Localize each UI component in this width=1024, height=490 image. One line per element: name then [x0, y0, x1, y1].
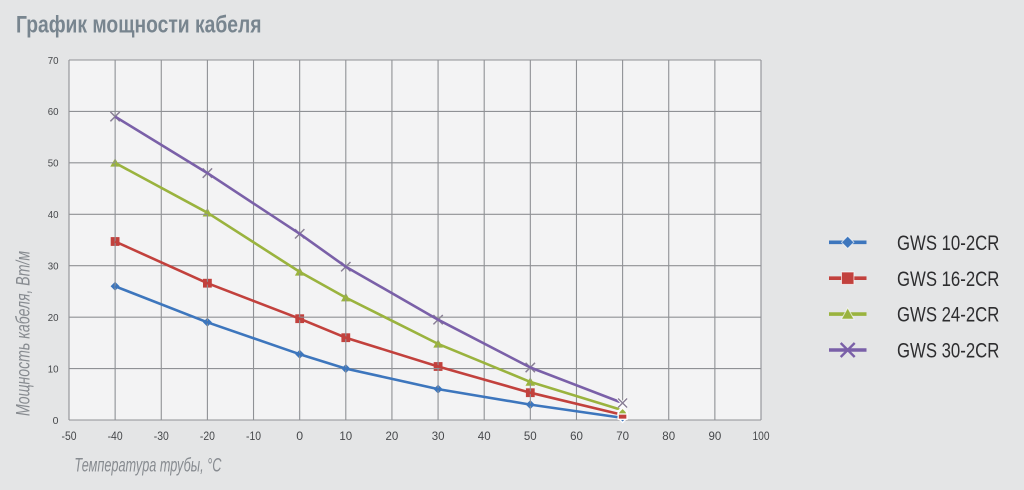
svg-text:0: 0 — [296, 429, 303, 443]
svg-text:80: 80 — [662, 429, 675, 443]
svg-text:70: 70 — [48, 55, 59, 67]
svg-text:50: 50 — [524, 429, 537, 443]
svg-text:GWS 30-2CR: GWS 30-2CR — [897, 340, 999, 363]
svg-text:30: 30 — [48, 261, 59, 273]
svg-text:70: 70 — [616, 429, 629, 443]
svg-text:30: 30 — [432, 429, 445, 443]
svg-text:90: 90 — [709, 429, 722, 443]
svg-text:-20: -20 — [200, 429, 215, 443]
svg-text:20: 20 — [386, 429, 399, 443]
svg-text:40: 40 — [48, 209, 59, 221]
svg-text:10: 10 — [48, 363, 59, 375]
svg-text:-50: -50 — [62, 429, 77, 443]
svg-text:20: 20 — [48, 312, 59, 324]
svg-text:60: 60 — [570, 429, 583, 443]
svg-text:Температура трубы, °C: Температура трубы, °C — [74, 456, 221, 477]
svg-text:0: 0 — [53, 415, 59, 427]
svg-text:GWS 16-2CR: GWS 16-2CR — [897, 268, 999, 291]
svg-text:График мощности кабеля: График мощности кабеля — [16, 11, 262, 38]
svg-text:50: 50 — [48, 158, 59, 170]
svg-text:40: 40 — [478, 429, 491, 443]
svg-text:100: 100 — [753, 429, 770, 443]
svg-text:GWS 24-2CR: GWS 24-2CR — [897, 304, 999, 327]
svg-text:Мощность кабеля, Вт/м: Мощность кабеля, Вт/м — [14, 251, 35, 416]
svg-text:60: 60 — [48, 106, 59, 118]
svg-text:10: 10 — [339, 429, 352, 443]
svg-text:-40: -40 — [108, 429, 123, 443]
svg-text:-10: -10 — [246, 429, 261, 443]
svg-text:-30: -30 — [154, 429, 169, 443]
svg-text:GWS 10-2CR: GWS 10-2CR — [897, 232, 999, 255]
